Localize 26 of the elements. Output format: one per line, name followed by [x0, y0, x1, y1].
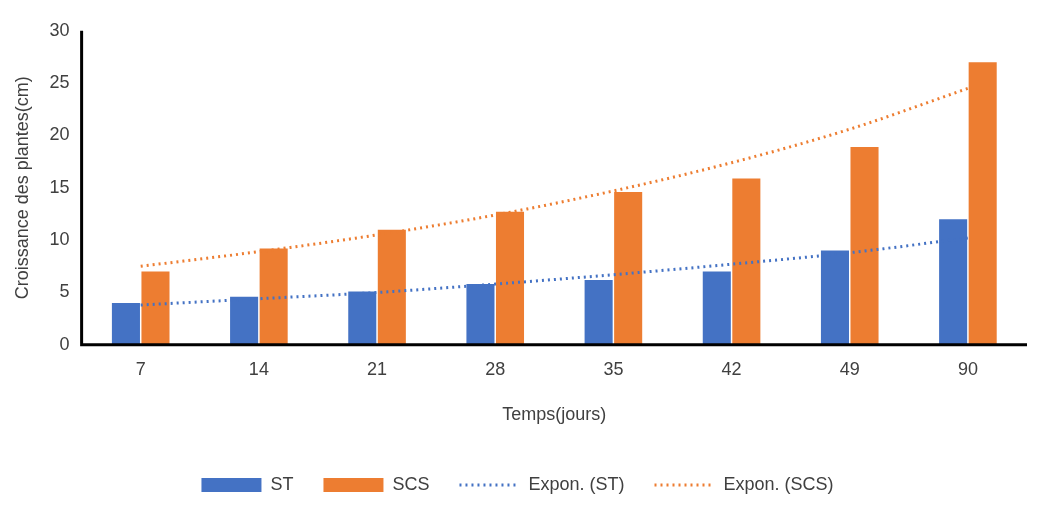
- bar: [702, 271, 731, 345]
- x-tick-label: 28: [485, 358, 506, 379]
- legend-label: ST: [270, 473, 294, 494]
- legend-label: Expon. (SCS): [723, 473, 834, 494]
- y-tick-label: 20: [49, 124, 70, 145]
- y-axis-title: Croissance des plantes(cm): [11, 76, 32, 300]
- x-axis-title: Temps(jours): [502, 404, 607, 425]
- x-tick-label: 42: [721, 358, 742, 379]
- legend-label: Expon. (ST): [528, 473, 625, 494]
- x-tick-label: 35: [603, 358, 624, 379]
- y-tick-label: 10: [49, 229, 70, 250]
- y-tick-label: 5: [59, 281, 70, 302]
- bar: [141, 271, 170, 345]
- x-tick-label: 90: [957, 358, 978, 379]
- y-tick-label: 0: [59, 333, 70, 354]
- x-tick-label: 21: [367, 358, 388, 379]
- x-tick-label: 14: [248, 358, 269, 379]
- x-tick-label: 7: [135, 358, 146, 379]
- y-tick-label: 15: [49, 176, 70, 197]
- y-tick-label: 30: [49, 19, 70, 40]
- bar: [850, 146, 879, 345]
- bar: [584, 279, 613, 345]
- legend-label: SCS: [392, 473, 430, 494]
- bar: [732, 178, 761, 345]
- y-tick-label: 25: [49, 72, 70, 93]
- x-tick-label: 49: [839, 358, 860, 379]
